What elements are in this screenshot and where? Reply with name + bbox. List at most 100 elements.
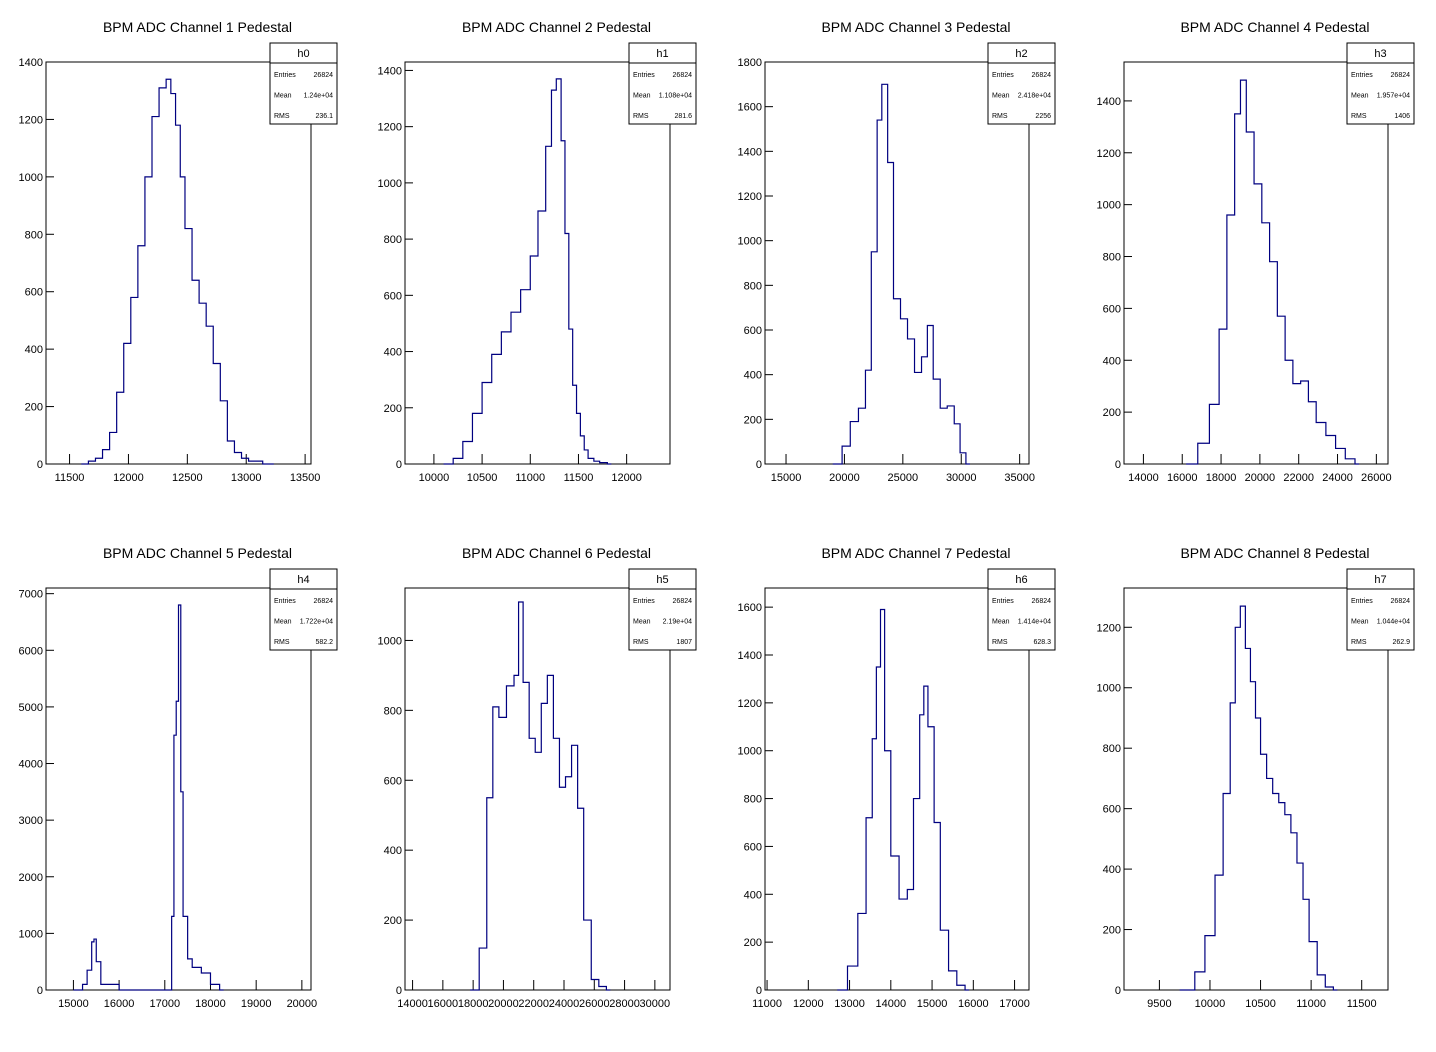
y-tick-label: 1400: [738, 146, 762, 158]
x-tick-label: 35000: [1004, 472, 1035, 484]
stats-value: 1.957e+04: [1377, 93, 1410, 100]
y-tick-label: 400: [744, 370, 762, 382]
y-tick-label: 200: [384, 403, 402, 415]
histogram-series: [81, 78, 274, 465]
stats-value: 1.722e+04: [300, 619, 333, 626]
x-tick-label: 20000: [1245, 472, 1276, 484]
y-tick-label: 4000: [19, 759, 43, 771]
stats-label: Entries: [633, 598, 655, 605]
y-tick-label: 1400: [1097, 96, 1121, 108]
x-tick-label: 11000: [752, 998, 782, 1010]
y-tick-label: 200: [384, 915, 402, 927]
y-tick-label: 1600: [738, 602, 762, 614]
stats-name: h6: [1015, 574, 1027, 586]
y-tick-label: 800: [744, 280, 762, 292]
stats-label: RMS: [1351, 639, 1367, 646]
y-tick-label: 0: [396, 459, 402, 471]
x-tick-label: 10000: [419, 472, 450, 484]
stats-value: 262.9: [1392, 639, 1410, 646]
y-tick-label: 0: [37, 985, 43, 997]
y-tick-label: 0: [396, 985, 402, 997]
x-tick-label: 11500: [564, 472, 594, 484]
stats-value: 2.418e+04: [1018, 93, 1051, 100]
x-tick-label: 15000: [917, 998, 948, 1010]
x-tick-label: 16000: [958, 998, 989, 1010]
y-tick-label: 800: [384, 705, 402, 717]
y-tick-label: 6000: [19, 645, 43, 657]
x-tick-label: 26000: [1361, 472, 1392, 484]
x-tick-label: 12000: [113, 472, 144, 484]
stats-name: h5: [656, 574, 668, 586]
y-tick-label: 3000: [19, 815, 43, 827]
y-tick-label: 0: [1115, 459, 1121, 471]
y-tick-label: 800: [1103, 252, 1121, 264]
stats-label: RMS: [274, 639, 290, 646]
x-tick-label: 12000: [611, 472, 642, 484]
stats-value: 1.044e+04: [1377, 619, 1410, 626]
y-tick-label: 0: [37, 459, 43, 471]
y-tick-label: 1000: [738, 746, 762, 758]
stats-label: RMS: [992, 113, 1008, 120]
stats-box: [1346, 42, 1415, 125]
stats-label: Mean: [274, 619, 292, 626]
stats-box: [987, 568, 1056, 651]
x-tick-label: 10500: [467, 472, 498, 484]
y-tick-label: 0: [756, 985, 762, 997]
y-tick-label: 200: [744, 937, 762, 949]
x-tick-label: 22000: [518, 998, 549, 1010]
y-tick-label: 400: [744, 889, 762, 901]
y-tick-label: 600: [744, 841, 762, 853]
x-tick-label: 18000: [195, 998, 226, 1010]
histogram-series: [1179, 605, 1338, 991]
chart-title: BPM ADC Channel 3 Pedestal: [821, 19, 1010, 35]
x-tick-label: 22000: [1283, 472, 1314, 484]
plot-frame: [764, 587, 1030, 991]
histogram-series: [73, 604, 224, 991]
x-tick-label: 11500: [1347, 998, 1377, 1010]
stats-value: 2256: [1035, 113, 1051, 120]
stats-value: 26824: [673, 72, 693, 79]
stats-name: h0: [297, 48, 309, 60]
stats-box: [987, 42, 1056, 125]
histogram-series: [837, 608, 970, 991]
y-tick-label: 1400: [19, 57, 43, 69]
stats-name: h4: [297, 574, 309, 586]
y-tick-label: 400: [1103, 864, 1121, 876]
y-tick-label: 600: [744, 325, 762, 337]
y-tick-label: 1000: [19, 928, 43, 940]
y-tick-label: 800: [744, 794, 762, 806]
x-tick-label: 13000: [231, 472, 262, 484]
y-tick-label: 800: [384, 234, 402, 246]
plot-frame: [1123, 587, 1389, 991]
stats-label: Mean: [1351, 93, 1369, 100]
stats-name: h3: [1374, 48, 1386, 60]
y-tick-label: 1200: [378, 122, 402, 134]
stats-value: 26824: [314, 72, 334, 79]
y-tick-label: 1200: [738, 191, 762, 203]
y-tick-label: 1000: [1097, 683, 1121, 695]
stats-label: Entries: [274, 72, 296, 79]
stats-label: Mean: [992, 619, 1010, 626]
y-tick-label: 2000: [19, 872, 43, 884]
y-tick-label: 1800: [738, 57, 762, 69]
y-tick-label: 1600: [738, 102, 762, 114]
stats-box: [1346, 568, 1415, 651]
stats-label: Entries: [274, 598, 296, 605]
chart-title: BPM ADC Channel 7 Pedestal: [821, 545, 1010, 561]
x-tick-label: 15000: [771, 472, 802, 484]
histogram-series: [443, 78, 612, 465]
stats-value: 281.6: [674, 113, 692, 120]
x-tick-label: 14000: [397, 998, 428, 1010]
x-tick-label: 19000: [241, 998, 272, 1010]
stats-value: 1.24e+04: [304, 93, 333, 100]
y-tick-label: 1200: [19, 114, 43, 126]
stats-label: Mean: [274, 93, 292, 100]
stats-value: 582.2: [315, 639, 333, 646]
x-tick-label: 15000: [58, 998, 89, 1010]
y-tick-label: 1400: [378, 65, 402, 77]
x-tick-label: 12000: [793, 998, 824, 1010]
plot-frame: [764, 61, 1030, 465]
y-tick-label: 5000: [19, 702, 43, 714]
chart-title: BPM ADC Channel 6 Pedestal: [462, 545, 651, 561]
